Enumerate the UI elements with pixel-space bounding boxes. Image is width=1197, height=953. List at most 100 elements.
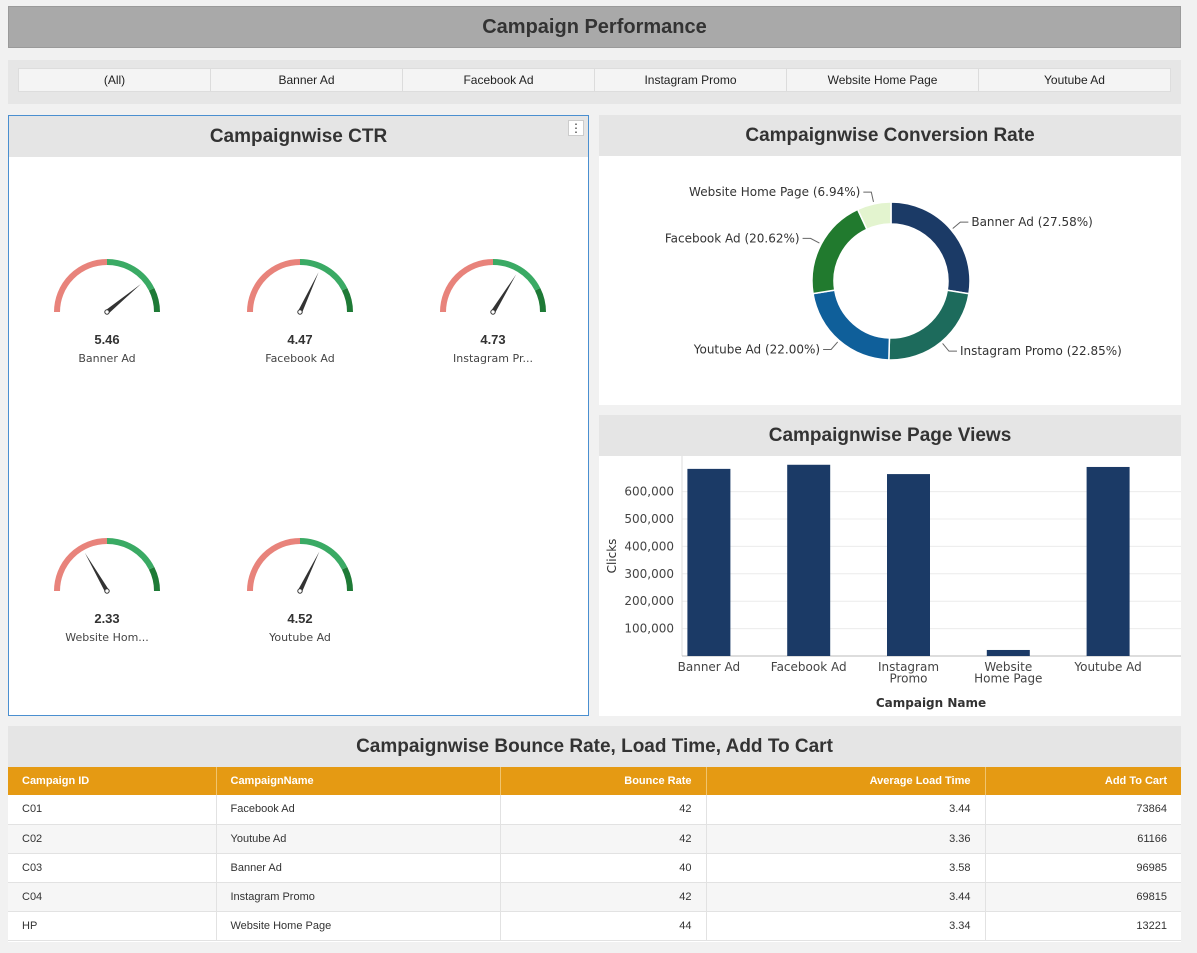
column-header-campaign-id[interactable]: Campaign ID [8,767,217,795]
donut-slice[interactable] [811,208,868,295]
y-tick-label: 100,000 [624,622,674,636]
gauge-dial [54,537,161,594]
page-views-panel-title: Campaignwise Page Views [768,424,1012,446]
ctr-gauge: 5.46 Banner Ad [37,256,177,365]
cell-average-load-time: 3.44 [706,795,986,825]
table-panel-title: Campaignwise Bounce Rate, Load Time, Add… [356,735,833,757]
gauge-band-high [148,287,161,313]
gauge-label: Instagram Pr... [453,352,533,365]
ctr-panel-header: Campaignwise CTR [9,116,588,157]
filter-youtube-ad[interactable]: Youtube Ad [1044,73,1105,87]
gauge-needle-pivot [104,588,110,594]
x-tick-label: Youtube Ad [1073,660,1141,674]
gauge-band-high [341,566,354,592]
donut-slice[interactable] [856,201,892,231]
gauge-value: 2.33 [94,611,120,626]
bounce-rate-table-panel: Campaignwise Bounce Rate, Load Time, Add… [8,726,1181,942]
donut-slice[interactable] [888,289,970,361]
ctr-panel-title: Campaignwise CTR [209,125,388,147]
cell-bounce-rate: 42 [500,882,707,912]
donut-leader-line [823,341,839,351]
more-vertical-icon[interactable]: ⋮ [568,120,584,136]
filter-all[interactable]: (All) [19,69,211,91]
x-tick-label: Banner Ad [678,660,741,674]
gauge-value: 4.47 [287,332,313,347]
x-tick-label: Instagram [878,660,939,674]
table-row[interactable]: C04 Instagram Promo 42 3.44 69815 [8,882,1181,912]
ctr-gauge: 4.52 Youtube Ad [230,535,370,644]
y-axis-title: Clicks [605,539,619,574]
gauge-needle [298,551,320,592]
gauge-band-mid [492,258,541,291]
ctr-gauge: 4.73 Instagram Pr... [423,256,563,365]
gauge-band-low [54,538,108,592]
gauge-label: Facebook Ad [265,352,335,365]
campaign-filter-bar: (All) Banner Ad Facebook Ad Instagram Pr… [8,60,1181,104]
donut-slice-label: Facebook Ad (20.62%) [665,231,800,245]
gauge-band-high [534,287,547,313]
cell-bounce-rate: 44 [500,911,707,941]
cell-campaign-name: Instagram Promo [216,882,501,912]
page-views-bar[interactable] [787,464,831,656]
filter-button-row: (All) Banner Ad Facebook Ad Instagram Pr… [18,68,1171,92]
campaign-metrics-table: Campaign ID CampaignName Bounce Rate Ave… [8,767,1181,941]
table-row[interactable]: C02 Youtube Ad 42 3.36 61166 [8,824,1181,854]
gauge-band-low [247,538,301,592]
column-header-average-load-time[interactable]: Average Load Time [706,767,986,795]
page-views-bar[interactable] [986,649,1030,656]
cell-campaign-name: Website Home Page [216,911,501,941]
table-row[interactable]: HP Website Home Page 44 3.34 13221 [8,911,1181,941]
gauge-needle-pivot [490,309,496,315]
page-views-panel-header: Campaignwise Page Views [599,415,1181,456]
gauge-value: 4.52 [287,611,313,626]
cell-average-load-time: 3.58 [706,853,986,883]
page-views-bar[interactable] [887,474,930,656]
cell-average-load-time: 3.36 [706,824,986,854]
table-row[interactable]: C03 Banner Ad 40 3.58 96985 [8,853,1181,883]
gauge-band-mid [299,258,348,291]
cell-add-to-cart: 61166 [985,824,1181,854]
y-tick-label: 200,000 [624,594,674,608]
x-tick-label: Home Page [974,672,1042,686]
conversion-panel: Campaignwise Conversion Rate Banner Ad (… [599,115,1181,405]
ctr-gauge: 4.47 Facebook Ad [230,256,370,365]
gauge-dial [247,537,354,594]
gauge-needle-pivot [104,309,110,315]
table-panel-header: Campaignwise Bounce Rate, Load Time, Add… [8,726,1181,767]
gauge-label: Youtube Ad [269,631,331,644]
page-views-panel: Campaignwise Page Views 100,000 200,000 30… [599,415,1181,716]
gauge-band-high [148,566,161,592]
cell-campaign-name: Youtube Ad [216,824,501,854]
gauge-needle-pivot [297,309,303,315]
ctr-panel: Campaignwise CTR ⋮ 5.46 Banner Ad 4.47 Face… [8,115,589,716]
page-views-bar[interactable] [1086,466,1130,656]
cell-average-load-time: 3.44 [706,882,986,912]
cell-add-to-cart: 96985 [985,853,1181,883]
cell-campaign-id: C01 [8,795,217,825]
donut-slice[interactable] [890,201,971,295]
cell-campaign-id: C02 [8,824,217,854]
column-header-campaign-name[interactable]: CampaignName [216,767,501,795]
cell-campaign-id: C04 [8,882,217,912]
donut-slice-label: Youtube Ad (22.00%) [693,343,820,357]
donut-slice-label: Instagram Promo (22.85%) [960,344,1122,358]
filter-instagram-promo[interactable]: Instagram Promo [595,69,787,91]
cell-campaign-name: Banner Ad [216,853,501,883]
page-views-bar[interactable] [687,468,731,656]
dashboard-header: Campaign Performance [8,6,1181,48]
filter-banner-ad[interactable]: Banner Ad [211,69,403,91]
gauge-band-mid [106,537,155,570]
gauge-needle [491,274,517,314]
column-header-bounce-rate[interactable]: Bounce Rate [500,767,707,795]
table-row[interactable]: C01 Facebook Ad 42 3.44 73864 [8,795,1181,825]
filter-website-home-page[interactable]: Website Home Page [787,69,979,91]
filter-facebook-ad[interactable]: Facebook Ad [403,69,595,91]
conversion-panel-header: Campaignwise Conversion Rate [599,115,1181,156]
cell-campaign-id: HP [8,911,217,941]
gauge-band-high [341,287,354,313]
cell-bounce-rate: 42 [500,795,707,825]
donut-slice-label: Banner Ad (27.58%) [971,215,1092,229]
y-tick-label: 500,000 [624,512,674,526]
x-tick-label: Promo [889,672,927,686]
column-header-add-to-cart[interactable]: Add To Cart [985,767,1181,795]
